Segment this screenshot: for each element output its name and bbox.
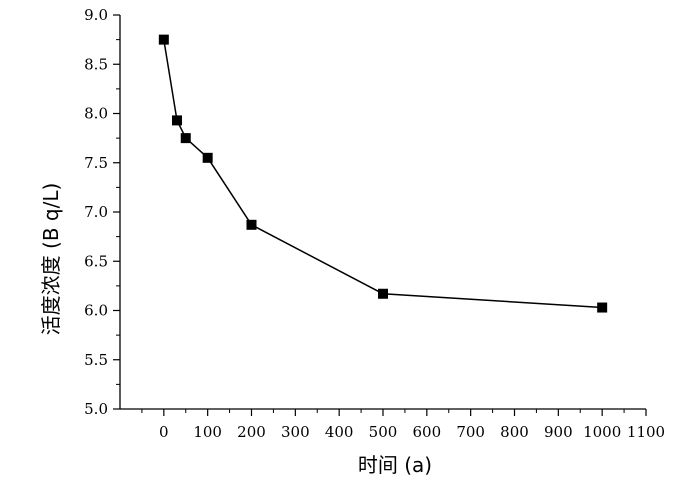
x-tick-label: 800 — [500, 423, 529, 441]
y-tick-label: 5.0 — [84, 400, 108, 418]
x-tick-label: 200 — [237, 423, 266, 441]
y-tick-label: 6.5 — [84, 252, 108, 270]
data-point — [180, 133, 191, 144]
x-tick-label: 500 — [369, 423, 398, 441]
y-tick-label: 7.0 — [84, 203, 108, 221]
x-tick-label: 300 — [281, 423, 310, 441]
series — [158, 34, 608, 313]
x-tick-label: 1000 — [583, 423, 621, 441]
data-point — [378, 288, 388, 299]
y-tick-label: 8.0 — [84, 105, 108, 123]
data-point — [246, 219, 257, 230]
x-tick-label: 700 — [456, 423, 485, 441]
y-tick-label: 8.5 — [84, 55, 108, 73]
series-line — [163, 39, 603, 309]
y-tick-label: 5.5 — [84, 351, 108, 369]
data-point — [171, 115, 182, 126]
y-tick-label: 7.5 — [84, 154, 108, 172]
axes: 0 100 200 300 400 500 600 700 800 900 1000 1100 5.0 5… — [84, 6, 665, 441]
x-tick-label: 900 — [544, 423, 573, 441]
x-tick-label: 0 — [159, 423, 169, 441]
x-tick-label: 400 — [325, 423, 354, 441]
data-point — [158, 34, 169, 45]
y-tick-label: 9.0 — [84, 6, 108, 24]
data-point — [597, 302, 608, 313]
x-axis-label: 时间 (a) — [358, 453, 432, 477]
y-tick-label: 6.0 — [84, 302, 108, 320]
x-tick-label: 600 — [413, 423, 442, 441]
y-axis-label: 活度浓度 (B q/L) — [39, 183, 63, 336]
data-point — [202, 152, 213, 163]
x-tick-label: 1100 — [627, 423, 665, 441]
x-tick-label: 100 — [193, 423, 222, 441]
